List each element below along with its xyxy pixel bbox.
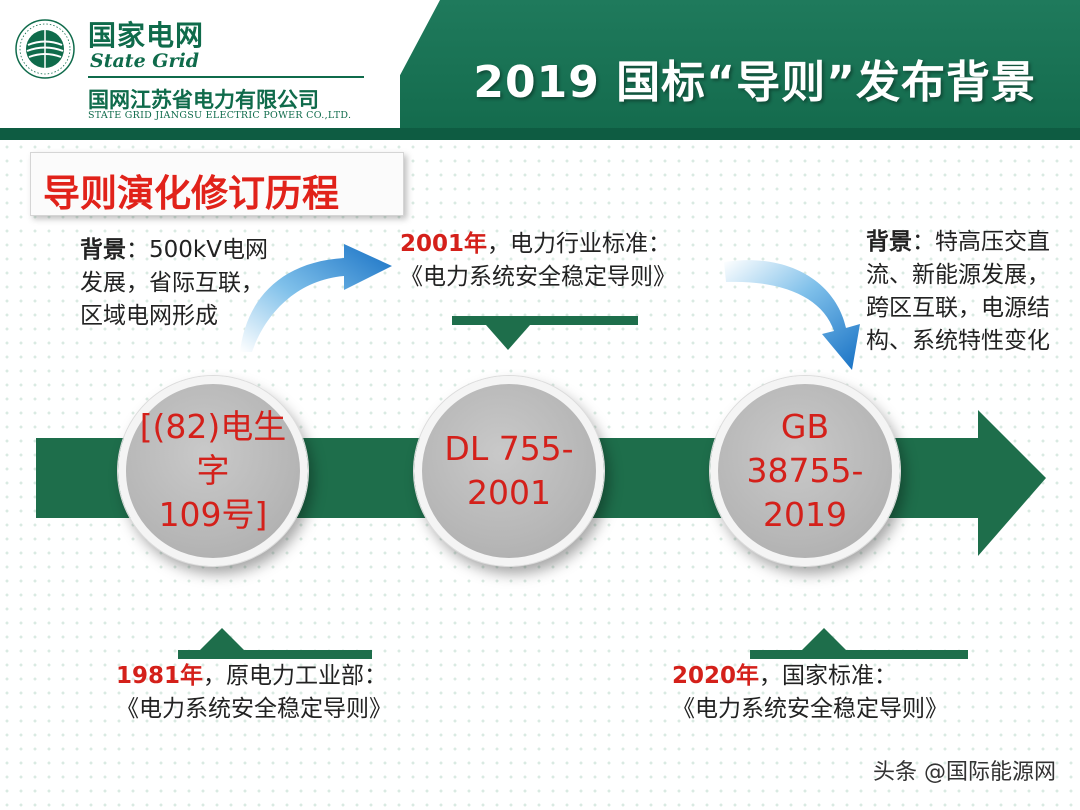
note-document: 《电力系统安全稳定导则》 — [400, 264, 676, 290]
header-bar: 国家电网 State Grid 国网江苏省电力有限公司 STATE GRID J… — [0, 0, 1080, 140]
note-line: 跨区互联，电源结 — [866, 295, 1050, 321]
background-note-1981: 背景：500kV电网 发展，省际互联， 区域电网形成 — [80, 234, 268, 333]
note-text: ，电力行业标准： — [487, 231, 672, 257]
milestone-circle-1981: [(82)电生字 109号] — [118, 376, 308, 566]
milestone-2001-marker — [452, 316, 638, 350]
milestone-2020-marker — [750, 628, 968, 659]
note-line: 构、系统特性变化 — [866, 328, 1050, 354]
company-chinese-name: 国网江苏省电力有限公司 — [88, 88, 319, 112]
curved-arrow-left — [240, 244, 392, 352]
slide-title: 2019 国标“导则”发布背景 — [473, 57, 1036, 108]
milestone-1981-marker — [178, 628, 372, 659]
background-note-2019: 背景：特高压交直 流、新能源发展， 跨区互联，电源结 构、系统特性变化 — [866, 226, 1050, 358]
note-text: ，国家标准： — [759, 663, 898, 689]
note-year: 1981年 — [116, 663, 204, 689]
note-document: 《电力系统安全稳定导则》 — [116, 696, 392, 722]
milestone-circle-2001: DL 755- 2001 — [414, 376, 604, 566]
note-text: ，原电力工业部： — [203, 663, 388, 689]
note-year: 2001年 — [400, 231, 488, 257]
logo-divider — [88, 76, 364, 78]
section-title: 导则演化修订历程 — [43, 172, 339, 215]
note-line: ：500kV电网 — [126, 237, 268, 263]
source-watermark: 头条 @国际能源网 — [873, 760, 1056, 785]
note-label: 背景 — [866, 229, 912, 255]
note-document: 《电力系统安全稳定导则》 — [672, 696, 948, 722]
note-line: 流、新能源发展， — [866, 262, 1050, 288]
milestone-circle-2019: GB 38755- 2019 — [710, 376, 900, 566]
milestone-label: DL 755- 2001 — [444, 429, 574, 512]
section-label-box: 导则演化修订历程 — [30, 152, 404, 216]
milestone-note-2001: 2001年，电力行业标准： 《电力系统安全稳定导则》 — [400, 228, 676, 294]
note-line: 发展，省际互联， — [80, 270, 264, 296]
logo-english-name: State Grid — [90, 50, 200, 72]
state-grid-logo-icon — [15, 19, 75, 79]
header-bottom-band — [0, 128, 1080, 140]
note-line: 区域电网形成 — [80, 303, 218, 329]
note-label: 背景 — [80, 237, 126, 263]
curved-arrow-right — [724, 260, 860, 370]
milestone-label: [(82)电生字 109号] — [139, 407, 287, 534]
logo-chinese-name: 国家电网 — [88, 19, 205, 52]
note-year: 2020年 — [672, 663, 760, 689]
milestone-note-1981: 1981年，原电力工业部： 《电力系统安全稳定导则》 — [116, 660, 392, 726]
note-line: ：特高压交直 — [912, 229, 1050, 255]
milestone-note-2020: 2020年，国家标准： 《电力系统安全稳定导则》 — [672, 660, 948, 726]
company-english-name: STATE GRID JIANGSU ELECTRIC POWER CO.,LT… — [88, 110, 352, 121]
milestone-label: GB 38755- 2019 — [746, 407, 864, 534]
